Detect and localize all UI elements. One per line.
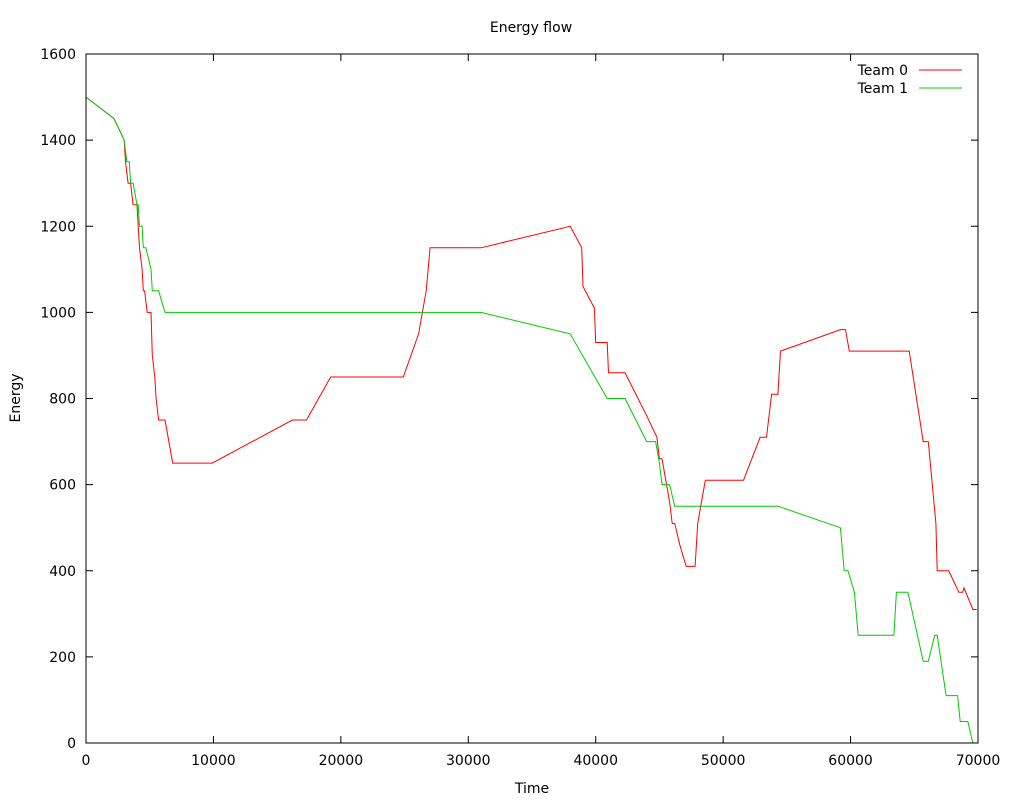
y-tick-label: 1600 xyxy=(40,47,76,63)
ticks-layer: 0 10000 20000 30000 40000 50000 60000 70000 0 200… xyxy=(40,47,1000,769)
y-tick-label: 400 xyxy=(49,564,76,580)
x-tick-label: 30000 xyxy=(446,753,491,769)
y-tick-label: 1400 xyxy=(40,133,76,149)
y-axis-label: Energy xyxy=(8,373,24,422)
series-layer xyxy=(85,96,977,744)
y-tick-label: 600 xyxy=(49,478,76,494)
x-tick-label: 70000 xyxy=(956,753,1001,769)
y-tick-label: 800 xyxy=(49,392,76,408)
legend: Team 0 Team 1 xyxy=(857,63,962,97)
x-axis-label: Time xyxy=(514,781,549,797)
x-tick-label: 40000 xyxy=(573,753,618,769)
legend-label: Team 1 xyxy=(857,81,908,97)
series-line-team-1 xyxy=(85,96,974,744)
y-tick-label: 200 xyxy=(49,650,76,666)
series-line-team-0 xyxy=(85,96,977,610)
x-tick-label: 20000 xyxy=(319,753,364,769)
x-tick-label: 60000 xyxy=(828,753,873,769)
y-tick-label: 1200 xyxy=(40,219,76,235)
y-tick-label: 0 xyxy=(67,736,76,752)
chart-title: Energy flow xyxy=(490,20,572,36)
x-tick-label: 50000 xyxy=(701,753,746,769)
x-tick-label: 0 xyxy=(82,753,91,769)
y-tick-label: 1000 xyxy=(40,305,76,321)
legend-label: Team 0 xyxy=(857,63,908,79)
x-tick-label: 10000 xyxy=(191,753,236,769)
